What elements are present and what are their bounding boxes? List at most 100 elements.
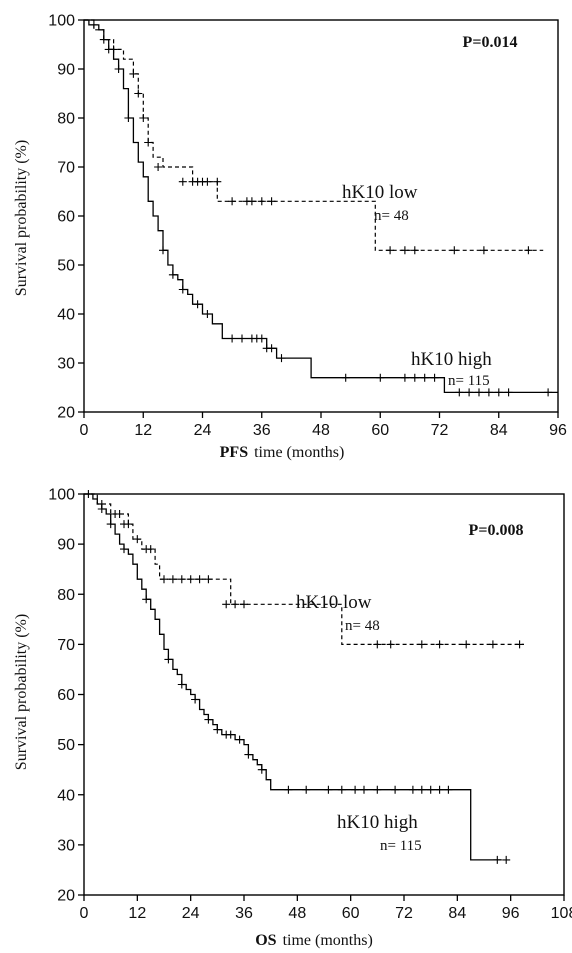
pfs-censor-hk10-high <box>257 334 266 343</box>
os-censor-hk10-high <box>244 750 253 759</box>
os-curve-hk10-low <box>84 493 524 645</box>
os-y-axis: 20 30 40 50 60 70 80 90 100 <box>48 487 84 905</box>
os-censor-hk10-low <box>146 545 155 554</box>
os-censor-hk10-low <box>488 640 497 649</box>
os-plot-frame <box>83 493 565 896</box>
os-x-axis-label-bold: OS <box>255 932 276 949</box>
pfs-censor-hk10-low <box>247 197 256 206</box>
os-censor-hk10-high <box>235 735 244 744</box>
pfs-censor-hk10-high <box>267 344 276 353</box>
os-censor-hk10-high <box>106 520 115 529</box>
os-censor-hk10-high <box>164 655 173 664</box>
os-censor-hk10-high <box>373 785 382 794</box>
pfs-x-tick-label: 24 <box>194 422 212 439</box>
pfs-censor-hk10-high <box>410 373 419 382</box>
os-censor-hk10-low <box>124 520 133 529</box>
pfs-y-axis: 20 30 40 50 60 70 80 90 100 <box>48 13 84 422</box>
pfs-y-tick-label: 60 <box>57 209 75 226</box>
pfs-censor-hk10-high <box>544 388 553 397</box>
os-censor-hk10-low <box>195 575 204 584</box>
os-y-tick-label: 70 <box>57 637 75 654</box>
pfs-y-tick-label: 40 <box>57 307 75 324</box>
os-y-tick-label: 100 <box>48 487 75 504</box>
pfs-x-tick-label: 96 <box>549 422 567 439</box>
pfs-y-tick-label: 50 <box>57 258 75 275</box>
pfs-x-tick-label: 48 <box>312 422 330 439</box>
os-censor-hk10-low <box>204 575 213 584</box>
os-x-tick-label: 24 <box>182 905 200 922</box>
os-censor-hk10-low <box>222 600 231 609</box>
pfs-censor-hk10-low <box>450 246 459 255</box>
os-censor-hk10-low <box>168 575 177 584</box>
pfs-low-group-label: hK10 low <box>342 182 418 203</box>
os-x-tick-label: 36 <box>235 905 253 922</box>
pfs-x-tick-label: 12 <box>134 422 152 439</box>
os-censor-hk10-high <box>391 785 400 794</box>
pfs-x-tick-label: 60 <box>371 422 389 439</box>
pfs-censor-hk10-low <box>203 177 212 186</box>
os-x-axis-label: OS time (months) <box>255 932 373 949</box>
os-censor-hk10-high <box>351 785 360 794</box>
pfs-censor-hk10-high <box>203 310 212 318</box>
pfs-censor-hk10-low <box>386 246 395 255</box>
pfs-censor-hk10-high <box>238 334 246 343</box>
os-y-tick-label: 60 <box>57 687 75 704</box>
pfs-censor-hk10-high <box>89 20 98 29</box>
os-censor-hk10-high <box>302 785 311 794</box>
pfs-censor-hk10-high <box>178 285 187 294</box>
os-censor-hk10-high <box>177 680 186 689</box>
os-y-tick-label: 30 <box>57 837 75 854</box>
pfs-censor-hk10-high <box>455 388 464 397</box>
pfs-y-tick-label: 20 <box>57 405 75 422</box>
os-censor-hk10-high <box>493 855 502 864</box>
pfs-x-tick-label: 84 <box>490 422 508 439</box>
os-low-group-label: hK10 low <box>296 592 372 613</box>
pfs-y-tick-label: 30 <box>57 356 75 373</box>
pfs-censor-hk10-high <box>168 270 177 279</box>
os-y-tick-label: 50 <box>57 737 75 754</box>
pfs-y-tick-label: 90 <box>57 62 75 79</box>
pfs-censor-hk10-low <box>479 246 488 255</box>
os-censor-hk10-high <box>444 785 453 794</box>
pfs-censor-hk10-low <box>139 114 148 122</box>
pfs-censor-hk10-low <box>134 89 143 98</box>
os-censor-hk10-high <box>417 785 426 794</box>
os-censor-hk10-low <box>186 575 195 584</box>
pfs-censor-hk10-low <box>410 246 419 255</box>
os-x-tick-label: 48 <box>288 905 306 922</box>
pfs-high-group-label: hK10 high <box>411 349 492 370</box>
pfs-x-axis-label-bold: PFS <box>220 444 249 461</box>
os-censor-hk10-high <box>324 785 333 794</box>
os-censor-hk10-low <box>386 640 395 649</box>
pfs-censor-hk10-low <box>228 197 237 206</box>
os-censor-hk10-high <box>84 490 93 498</box>
pfs-censor-hk10-high <box>400 373 409 382</box>
os-censor-hk10-low <box>435 640 444 649</box>
pfs-censor-hk10-high <box>104 45 113 54</box>
pfs-curves <box>84 19 558 394</box>
os-censor-hk10-high <box>337 785 346 794</box>
os-y-tick-label: 20 <box>57 888 75 905</box>
pfs-censor-hk10-low <box>524 246 533 255</box>
pfs-chart-panel: 20 30 40 50 60 70 80 90 100 0 12 24 36 48 60 72 84 96 Su… <box>13 13 567 462</box>
os-censor-hk10-low <box>133 535 142 544</box>
pfs-censor-hk10-high <box>420 373 429 382</box>
pfs-y-axis-label: Survival probability (%) <box>13 140 30 296</box>
os-censor-hk10-low <box>115 510 124 518</box>
os-censor-hk10-high <box>426 785 435 794</box>
os-x-axis: 0 12 24 36 48 60 72 84 96 108 <box>80 895 572 922</box>
pfs-censor-hk10-high <box>228 334 237 343</box>
os-censor-hk10-high <box>97 505 106 513</box>
pfs-censor-hk10-high <box>341 373 350 382</box>
os-censor-hk10-high <box>120 545 128 554</box>
pfs-censor-hk10-high <box>124 114 133 122</box>
pfs-x-axis-label: PFS time (months) <box>220 444 345 461</box>
os-y-tick-label: 90 <box>57 537 75 554</box>
os-x-tick-label: 12 <box>128 905 146 922</box>
pfs-censor-hk10-low <box>400 246 409 255</box>
os-censor-hk10-low <box>515 640 524 649</box>
os-censor-marks <box>84 490 524 864</box>
os-censor-hk10-low <box>417 640 426 649</box>
os-y-axis-label: Survival probability (%) <box>13 614 30 770</box>
os-censor-hk10-high <box>191 695 200 704</box>
